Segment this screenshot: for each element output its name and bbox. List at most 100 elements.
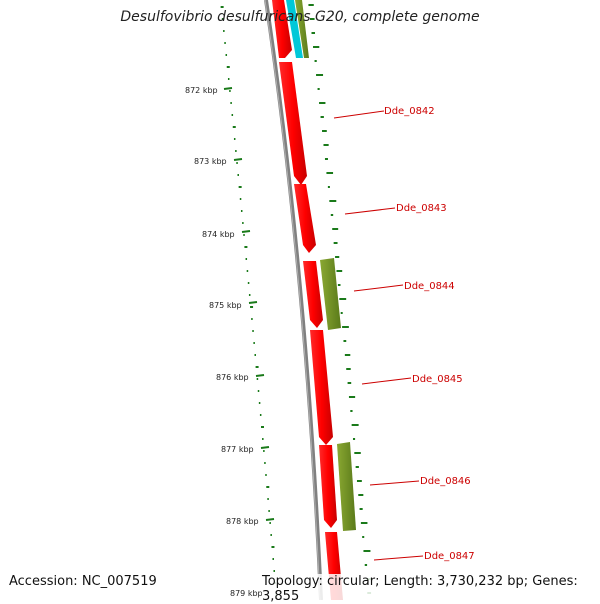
- gc-skew-dot: [359, 508, 363, 510]
- gc-dot: [225, 54, 228, 56]
- gc-dot: [267, 498, 269, 500]
- tick-label-877: 877 kbp: [221, 445, 254, 454]
- cds-feature-0845[interactable]: [310, 330, 333, 445]
- cds-feature-0843[interactable]: [294, 184, 316, 253]
- gc-dot: [242, 222, 244, 224]
- cog-feature-0846[interactable]: [337, 442, 356, 531]
- gc-dot: [247, 282, 250, 284]
- tick-label-872: 872 kbp: [185, 86, 218, 95]
- gc-dot: [254, 354, 256, 356]
- gc-dot: [259, 414, 262, 416]
- gene-label-dde-0842[interactable]: Dde_0842: [384, 106, 435, 117]
- tick-label-874: 874 kbp: [202, 230, 235, 239]
- cds-feature-0844[interactable]: [303, 261, 323, 328]
- gc-dot: [229, 90, 231, 92]
- gc-dot: [235, 150, 237, 152]
- cog-feature-top[interactable]: [295, 0, 309, 58]
- gc-dot: [236, 162, 238, 164]
- gc-dot: [246, 270, 249, 272]
- gc-dot: [239, 198, 242, 200]
- tick-label-876: 876 kbp: [216, 373, 249, 382]
- cds-feature-0842[interactable]: [279, 62, 307, 185]
- gene-label-dde-0845[interactable]: Dde_0845: [412, 374, 463, 385]
- tick-876: [255, 374, 265, 377]
- gc-skew-dot: [317, 88, 320, 90]
- gc-dot: [262, 438, 264, 440]
- gc-skew-dot: [330, 214, 334, 216]
- tick-label-875: 875 kbp: [209, 301, 242, 310]
- leader-dde-0844: [353, 284, 404, 292]
- gc-skew-dot: [342, 326, 349, 328]
- gene-label-dde-0846[interactable]: Dde_0846: [420, 476, 471, 487]
- gc-skew-dot: [313, 46, 320, 48]
- gc-skew-dot: [309, 18, 315, 20]
- gc-dot: [221, 18, 224, 20]
- accession-text: Accession: NC_007519: [9, 574, 157, 589]
- gc-dot: [270, 534, 272, 536]
- gc-skew-dot: [337, 284, 341, 286]
- gc-dot: [243, 234, 245, 236]
- gc-skew-dot: [362, 536, 365, 538]
- gc-skew-dot: [352, 438, 356, 440]
- leader-dde-0847: [373, 555, 424, 561]
- gc-dot: [255, 366, 259, 368]
- leader-dde-0846: [369, 480, 420, 486]
- gc-dot: [248, 294, 251, 296]
- cds-feature-0841[interactable]: [272, 0, 292, 58]
- gc-dot: [265, 474, 267, 476]
- gc-skew-dot: [319, 102, 326, 104]
- gc-skew-dot: [344, 354, 351, 356]
- gc-dot: [268, 510, 270, 512]
- gc-dot: [220, 6, 224, 8]
- gc-skew-dot: [364, 564, 368, 566]
- gc-skew-dot: [316, 74, 324, 76]
- gc-dot: [269, 522, 271, 524]
- leader-dde-0843: [344, 207, 396, 215]
- gc-dot: [251, 318, 253, 320]
- tick-label-879: 879 kbp: [230, 589, 263, 598]
- gc-content-track: [220, 6, 277, 596]
- gc-skew-dot: [324, 158, 328, 160]
- gc-dot: [244, 246, 248, 248]
- leader-dde-0845: [361, 377, 412, 385]
- genome-stats-text: Topology: circular; Length: 3,730,232 bp…: [262, 574, 600, 604]
- gc-skew-dot: [326, 172, 334, 174]
- tick-872: [223, 87, 233, 90]
- gc-skew-dot: [329, 200, 337, 202]
- cog-feature-0844[interactable]: [320, 258, 341, 330]
- backbone-arc: [264, 0, 323, 600]
- gc-skew-dot: [322, 130, 327, 132]
- gene-label-dde-0844[interactable]: Dde_0844: [404, 281, 455, 292]
- gc-skew-dot: [340, 312, 343, 314]
- gc-skew-dot: [323, 144, 329, 146]
- tick-874: [241, 230, 251, 233]
- gc-dot: [266, 486, 270, 488]
- gc-skew-dot: [351, 424, 359, 426]
- gc-dot: [232, 126, 236, 128]
- gc-dot: [240, 210, 243, 212]
- gc-skew-dot: [348, 396, 356, 398]
- gc-skew-dot: [347, 382, 352, 384]
- gene-label-dde-0843[interactable]: Dde_0843: [396, 203, 447, 214]
- gc-skew-dot: [332, 228, 339, 230]
- gene-labels: Dde_0842 Dde_0843 Dde_0844 Dde_0845 Dde_…: [384, 106, 475, 562]
- gc-dot: [224, 42, 226, 44]
- gc-skew-dot: [314, 60, 317, 62]
- gc-skew-dot: [311, 32, 316, 34]
- gc-skew-dot: [355, 466, 359, 468]
- gc-skew-dot: [360, 522, 368, 524]
- cds-feature-0846[interactable]: [319, 445, 337, 528]
- gc-dot: [233, 138, 236, 140]
- gc-dot: [273, 570, 275, 572]
- gene-label-dde-0847[interactable]: Dde_0847: [424, 551, 475, 562]
- gc-dot: [263, 450, 265, 452]
- gc-skew-dot: [336, 270, 343, 272]
- cyan-feature[interactable]: [286, 0, 303, 58]
- gc-skew-dot: [339, 298, 347, 300]
- gc-dot: [230, 102, 232, 104]
- gc-skew-dot: [327, 186, 330, 188]
- tick-873: [233, 158, 243, 161]
- gc-dot: [260, 426, 264, 428]
- tick-878: [265, 518, 275, 521]
